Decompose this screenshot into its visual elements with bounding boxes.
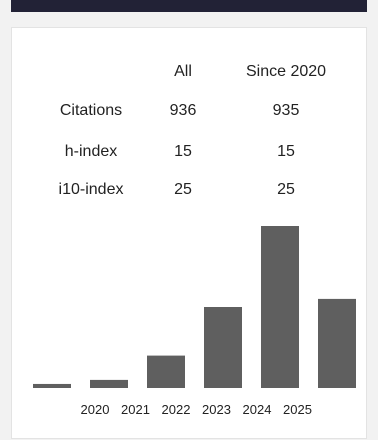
bar-2024[interactable] [261, 226, 299, 388]
top-header-band [11, 0, 367, 12]
header-since-2020: Since 2020 [245, 63, 327, 80]
year-label-2024: 2024 [243, 402, 272, 417]
header-all: All [174, 63, 192, 80]
bar-2023[interactable] [204, 307, 242, 388]
citations-all-value: 936 [169, 102, 197, 119]
bar-2020[interactable] [33, 383, 71, 388]
bar-2022[interactable] [147, 355, 185, 388]
bar-2025[interactable] [318, 298, 356, 388]
i10-index-all-value: 25 [174, 181, 192, 198]
citations-card: All Since 2020 Citations 936 935 h-index… [11, 27, 367, 439]
row-label-h-index: h-index [64, 143, 118, 160]
year-label-2021: 2021 [121, 402, 150, 417]
bar-2021[interactable] [90, 379, 128, 388]
citations-since-value: 935 [272, 102, 300, 119]
year-label-2022: 2022 [162, 402, 191, 417]
year-label-2020: 2020 [81, 402, 110, 417]
year-label-2025: 2025 [283, 402, 312, 417]
h-index-all-value: 15 [174, 143, 192, 160]
row-label-citations: Citations [59, 102, 123, 119]
i10-index-since-value: 25 [277, 181, 295, 198]
row-label-i10-index: i10-index [58, 181, 124, 198]
h-index-since-value: 15 [277, 143, 295, 160]
year-label-2023: 2023 [202, 402, 231, 417]
citations-per-year-chart: 2020 2021 2022 2023 2024 2025 [33, 226, 356, 417]
